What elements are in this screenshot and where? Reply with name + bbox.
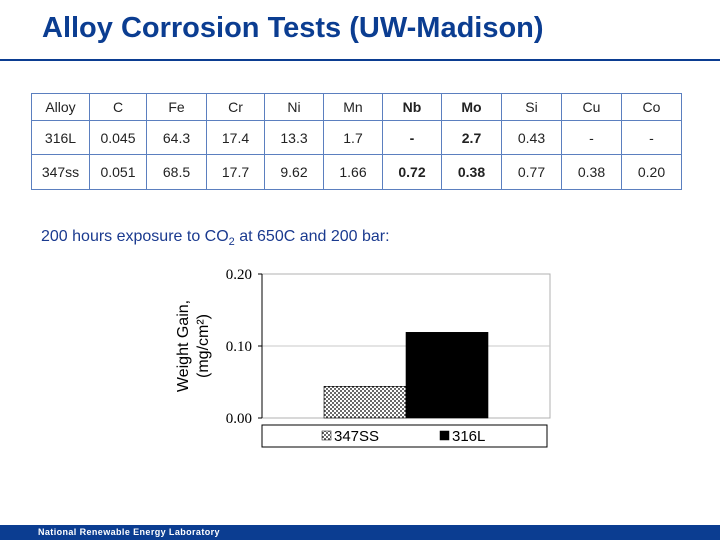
legend-box xyxy=(261,424,548,448)
table-row: 347ss 0.051 68.5 17.7 9.62 1.66 0.72 0.38 0.77 0.… xyxy=(31,154,682,190)
table-header-cell: Cu xyxy=(561,93,622,121)
table-cell: 0.72 xyxy=(382,154,442,190)
bar-347ss xyxy=(323,386,407,419)
table-cell: 64.3 xyxy=(146,120,207,155)
legend-swatch-316l xyxy=(439,430,450,441)
table-cell: 347ss xyxy=(31,154,90,190)
table-header-cell: Si xyxy=(501,93,562,121)
table-header-cell: Co xyxy=(621,93,682,121)
table-header-cell: Alloy xyxy=(31,93,90,121)
table-cell: 0.38 xyxy=(561,154,622,190)
table-cell: - xyxy=(561,120,622,155)
bar-316l xyxy=(405,332,489,419)
legend-swatch-347ss xyxy=(321,430,332,441)
table-cell: 9.62 xyxy=(264,154,324,190)
table-header-cell: Fe xyxy=(146,93,207,121)
table-cell: 0.045 xyxy=(89,120,147,155)
table-header-cell: Mo xyxy=(441,93,502,121)
legend-label: 347SS xyxy=(334,428,379,445)
table-cell: - xyxy=(621,120,682,155)
table-cell: 1.7 xyxy=(323,120,383,155)
subtitle-text: 200 hours exposure to CO xyxy=(41,228,229,245)
table-header-row: Alloy C Fe Cr Ni Mn Nb Mo Si Cu Co xyxy=(31,93,682,121)
y-axis-label: Weight Gain, xyxy=(175,300,192,392)
weight-gain-bar-chart: 0.00 0.10 0.20 Weight Gain, (mg/cm²) 347SS 3… xyxy=(175,267,551,448)
title-divider xyxy=(0,59,720,61)
y-tick-label: 0.00 xyxy=(226,411,252,427)
exposure-conditions: 200 hours exposure to CO2 at 650C and 20… xyxy=(41,228,390,248)
table-cell: 2.7 xyxy=(441,120,502,155)
table-cell: 0.77 xyxy=(501,154,562,190)
table-header-cell: Cr xyxy=(206,93,265,121)
table-header-cell: Ni xyxy=(264,93,324,121)
table-cell: 316L xyxy=(31,120,90,155)
footer-bar xyxy=(0,525,720,540)
alloy-composition-table: Alloy C Fe Cr Ni Mn Nb Mo Si Cu Co 316L 0.045 64.3 17.… xyxy=(31,93,682,190)
table-cell: 68.5 xyxy=(146,154,207,190)
subtitle-subscript: 2 xyxy=(228,236,235,249)
subtitle-text-suffix: at 650C and 200 bar: xyxy=(234,228,390,245)
table-header-cell: C xyxy=(89,93,147,121)
table-header-cell: Nb xyxy=(382,93,442,121)
table-cell: 0.051 xyxy=(89,154,147,190)
y-tick-label: 0.10 xyxy=(226,339,252,355)
table-cell: 13.3 xyxy=(264,120,324,155)
slide-title: Alloy Corrosion Tests (UW-Madison) xyxy=(42,12,544,44)
table-cell: 1.66 xyxy=(323,154,383,190)
y-tick-label: 0.20 xyxy=(226,267,252,283)
table-cell: - xyxy=(382,120,442,155)
table-header-cell: Mn xyxy=(323,93,383,121)
footer-lab-name: National Renewable Energy Laboratory xyxy=(38,527,220,537)
y-axis-label: (mg/cm²) xyxy=(195,314,212,378)
table-cell: 17.4 xyxy=(206,120,265,155)
table-cell: 0.20 xyxy=(621,154,682,190)
table-cell: 17.7 xyxy=(206,154,265,190)
table-cell: 0.43 xyxy=(501,120,562,155)
table-row: 316L 0.045 64.3 17.4 13.3 1.7-2.7 0.43- - xyxy=(31,120,682,155)
legend-label: 316L xyxy=(452,428,485,445)
table-cell: 0.38 xyxy=(441,154,502,190)
